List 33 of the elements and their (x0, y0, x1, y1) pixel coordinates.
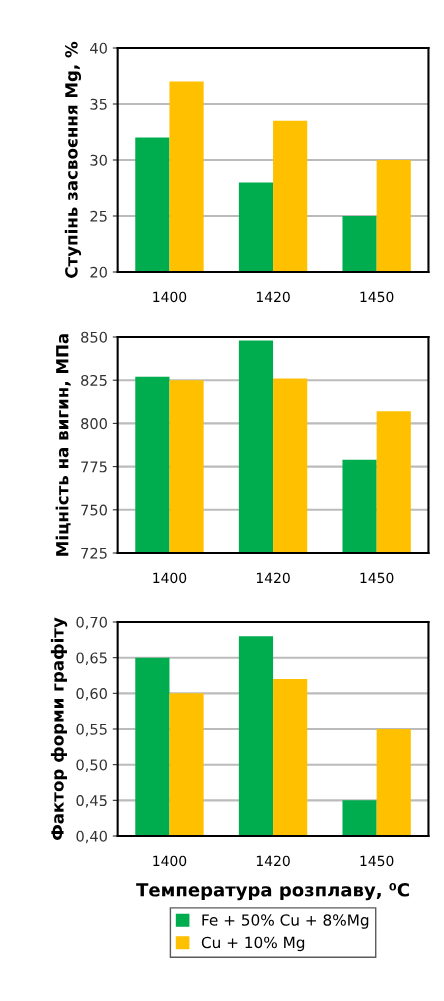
x-tick-label: 1420 (256, 855, 290, 867)
y-tick-label: 40 (90, 42, 107, 54)
x-tick-label: 1450 (360, 572, 394, 584)
y-tick-label: 850 (81, 331, 107, 343)
x-tick-label: 1450 (360, 291, 394, 303)
x-axis-title: Температура розплаву, ⁰C (136, 882, 409, 901)
legend-label: Fe + 50% Cu + 8%Mg (202, 914, 369, 929)
y-tick-label: 35 (90, 98, 107, 110)
y-tick-label: 0,60 (76, 688, 107, 701)
y-axis-title: Фактор форми графіту (50, 617, 68, 840)
y-tick-label: 30 (90, 154, 107, 166)
y-tick-label: 750 (81, 504, 107, 516)
x-tick-label: 1400 (153, 855, 187, 867)
legend-label: Cu + 10% Mg (201, 936, 305, 952)
x-tick-label: 1420 (256, 572, 290, 584)
y-tick-label: 0,50 (76, 759, 107, 772)
y-tick-label: 0,40 (76, 830, 107, 844)
y-axis-title: Міцність на вигин, МПа (55, 334, 71, 556)
y-tick-label: 0,65 (76, 652, 107, 665)
y-tick-label: 0,45 (76, 795, 107, 808)
y-tick-label: 825 (81, 374, 107, 386)
y-tick-label: 775 (81, 461, 107, 473)
y-tick-label: 725 (81, 547, 107, 559)
y-tick-label: 25 (90, 210, 107, 222)
y-tick-label: 0,70 (76, 616, 107, 630)
x-tick-label: 1450 (360, 855, 394, 867)
x-tick-label: 1400 (153, 291, 187, 303)
x-tick-label: 1420 (256, 291, 290, 303)
y-tick-label: 20 (90, 266, 107, 278)
y-tick-label: 800 (81, 418, 107, 430)
x-tick-label: 1400 (153, 572, 187, 584)
y-tick-label: 0,55 (76, 723, 107, 737)
y-axis-title: Ступінь засвоєння Mg, % (64, 41, 82, 278)
